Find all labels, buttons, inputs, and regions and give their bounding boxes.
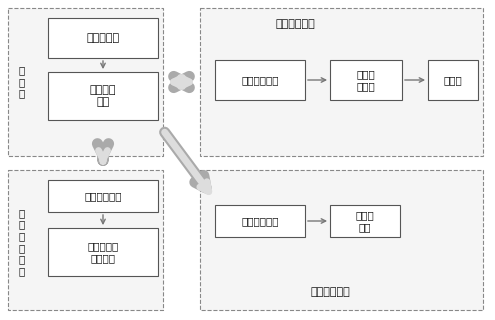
Text: 障碍感知单元: 障碍感知单元 <box>310 287 350 297</box>
Bar <box>48 180 158 212</box>
Bar <box>48 72 158 120</box>
Text: 控制处理器: 控制处理器 <box>87 33 120 43</box>
Text: 信号收发
模块: 信号收发 模块 <box>90 85 116 107</box>
Text: 摄像头: 摄像头 <box>444 75 462 85</box>
Bar <box>330 60 402 100</box>
Bar <box>8 170 163 310</box>
Text: 语音输入、
输出模块: 语音输入、 输出模块 <box>88 241 119 263</box>
Text: 第三通讯模块: 第三通讯模块 <box>84 191 122 201</box>
Bar <box>428 60 478 100</box>
Text: 图像处
理模块: 图像处 理模块 <box>356 69 375 91</box>
Bar <box>200 8 483 156</box>
Bar <box>48 18 158 58</box>
Text: 语
音
控
制
单
元: 语 音 控 制 单 元 <box>19 208 25 276</box>
Bar <box>48 228 158 276</box>
Text: 手
机
端: 手 机 端 <box>19 65 25 99</box>
Text: 第二通讯模块: 第二通讯模块 <box>241 216 279 226</box>
Text: 第一通讯模块: 第一通讯模块 <box>241 75 279 85</box>
Bar <box>215 205 305 237</box>
Text: 视觉感知单元: 视觉感知单元 <box>275 19 315 29</box>
Text: 超声波
模块: 超声波 模块 <box>355 210 374 232</box>
Bar <box>8 8 163 156</box>
Bar <box>330 205 400 237</box>
Bar <box>215 60 305 100</box>
Bar <box>200 170 483 310</box>
